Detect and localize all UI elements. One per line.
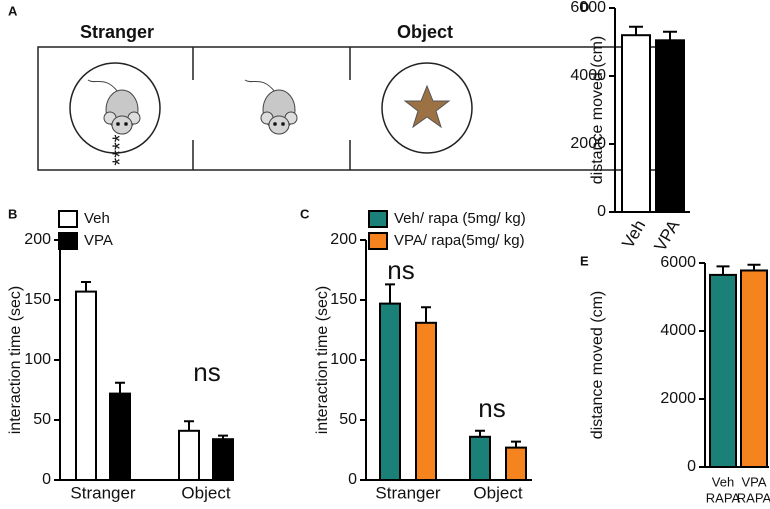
bar [379,302,401,481]
panel-label: B [8,206,17,221]
chamber-label: Stranger [80,22,154,42]
error-bar [475,429,485,437]
chamber-label: Object [397,22,453,42]
bar [178,429,200,481]
y-tick-label: 100 [330,351,357,368]
bar [709,273,737,468]
y-tick-label: 100 [24,351,51,368]
y-tick-label: 2000 [570,135,606,152]
error-bar [511,440,521,448]
y-tick-label: 0 [42,471,51,488]
bar [505,446,527,482]
legend-swatch [58,232,78,250]
legend-swatch [368,210,388,228]
y-axis-label: interaction time (sec) [314,286,331,435]
error-bar [629,25,643,36]
y-tick-label: 200 [24,231,51,248]
y-tick-label: 6000 [660,254,696,271]
x-tick-label: RAPA [737,490,770,505]
error-bar [81,281,91,292]
mouse-icon [87,79,141,135]
panel-label: A [8,3,18,18]
error-bar [385,283,395,304]
x-tick-label: Stranger [375,483,441,502]
legend-label: VPA [84,232,113,249]
panel-label: D [580,0,589,14]
x-tick-label: Object [181,483,230,502]
y-axis-label: interaction time (sec) [7,286,24,435]
legend-label: Veh/ rapa (5mg/ kg) [394,210,526,227]
bar [740,269,768,469]
x-tick-label: RAPA [706,490,741,505]
y-tick-label: 50 [33,411,51,428]
panel-label: C [300,206,310,221]
object-icon [403,84,451,129]
y-tick-label: 4000 [660,322,696,339]
error-bar [747,263,761,271]
y-tick-label: 150 [330,291,357,308]
bar [212,438,234,482]
significance-label: ns [193,357,220,387]
x-tick-label: Object [473,483,522,502]
y-tick-label: 200 [330,231,357,248]
bar [621,34,651,214]
legend-label: Veh [84,210,110,227]
x-tick-label: VPA [741,474,766,489]
legend-swatch [58,210,78,228]
y-axis-label: distance moved (cm) [589,36,606,185]
x-tick-label: Veh [618,217,649,252]
panel-label: E [580,253,589,268]
mouse-icon [244,79,298,135]
bar [75,290,97,481]
legend-swatch [368,232,388,250]
x-tick-label: Stranger [70,483,136,502]
y-tick-label: 50 [339,411,357,428]
significance-label: **** [109,134,131,165]
y-tick-label: 150 [24,291,51,308]
y-axis-label: distance moved (cm) [589,291,606,440]
x-tick-label: Veh [712,474,734,489]
y-tick-label: 0 [348,471,357,488]
error-bar [421,306,431,323]
error-bar [184,420,194,431]
error-bar [115,381,125,394]
x-tick-label: VPA [651,216,684,254]
bar [469,435,491,481]
y-tick-label: 4000 [570,67,606,84]
y-tick-label: 0 [597,203,606,220]
y-tick-label: 6000 [570,0,606,16]
error-bar [716,265,730,275]
bar [109,392,131,482]
significance-label: ns [478,393,505,423]
error-bar [663,30,677,41]
bar [655,39,685,213]
bar [415,321,437,481]
error-bar [218,434,228,440]
significance-label: ns [387,255,414,285]
y-tick-label: 0 [687,458,696,475]
legend-label: VPA/ rapa(5mg/ kg) [394,232,525,249]
y-tick-label: 2000 [660,390,696,407]
